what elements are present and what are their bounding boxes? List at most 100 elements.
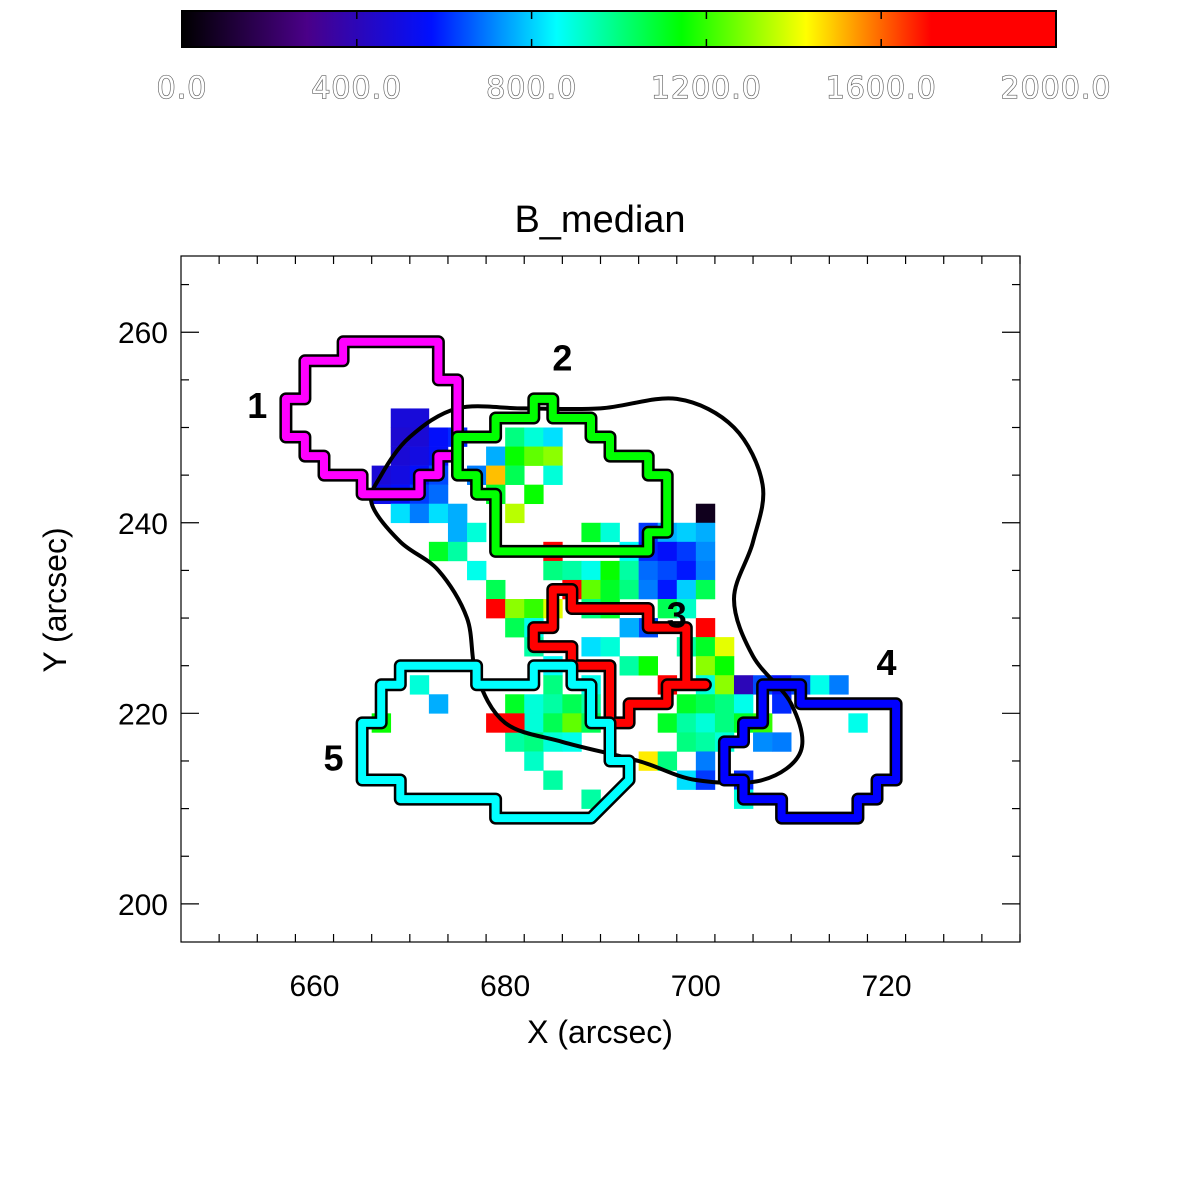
x-tick-label: 720 — [861, 970, 911, 1003]
heatmap-cell — [486, 465, 506, 485]
heatmap-cell — [581, 560, 601, 581]
heatmap-cell — [428, 503, 449, 524]
heatmap-cell — [467, 522, 487, 543]
heatmap-cell — [657, 579, 678, 600]
heatmap-cell — [657, 599, 678, 619]
heatmap-cell — [600, 637, 620, 657]
heatmap-cell — [638, 579, 659, 600]
heatmap-cell — [428, 484, 449, 505]
region-3-outline — [527, 583, 712, 730]
heatmap-cell — [848, 713, 868, 733]
region-label-2: 2 — [552, 337, 572, 378]
heatmap-cell — [524, 484, 544, 505]
heatmap-cell — [505, 694, 525, 714]
heatmap-cell — [524, 446, 544, 466]
heatmap-cell — [695, 732, 716, 752]
x-tick-label: 660 — [289, 970, 339, 1003]
colorbar-bar — [181, 10, 1057, 48]
heatmap-cell — [695, 541, 716, 562]
heatmap-cell — [657, 751, 678, 771]
region-label-5: 5 — [324, 738, 344, 779]
heatmap-cell — [524, 713, 544, 733]
heatmap-cell — [562, 713, 582, 733]
heatmap-cell — [714, 656, 735, 676]
heatmap-cell — [524, 599, 544, 619]
heatmap-cell — [562, 694, 582, 714]
y-tick-label: 260 — [118, 317, 168, 350]
heatmap-cell — [447, 503, 468, 524]
heatmap-cell — [600, 560, 620, 581]
heatmap-cell — [505, 446, 525, 466]
x-axis-label: X (arcsec) — [527, 1014, 673, 1050]
heatmap-cell — [543, 675, 563, 695]
heatmap-cell — [657, 541, 678, 562]
heatmap-cell — [772, 732, 792, 752]
heatmap-cell — [543, 446, 563, 466]
heatmap-cell — [390, 408, 411, 428]
heatmap-cell — [428, 541, 449, 562]
heatmap-cell — [829, 675, 849, 695]
heatmap-cell — [467, 560, 487, 581]
heatmap-cell — [581, 637, 601, 657]
heatmap-cell — [600, 522, 620, 543]
heatmap-cell — [428, 694, 449, 714]
heatmap-cell — [695, 579, 716, 600]
heatmap-cell — [657, 560, 678, 581]
heatmap-cell — [524, 427, 544, 447]
heatmap-cell — [581, 579, 601, 600]
heatmap-cell — [695, 751, 716, 771]
region-line — [453, 394, 672, 556]
chart-title: B_median — [514, 199, 685, 241]
region-label-1: 1 — [247, 385, 267, 426]
heatmap-cell — [600, 579, 620, 600]
heatmap-cell — [695, 618, 716, 638]
heatmap-cell — [524, 751, 544, 771]
heatmap-cell — [676, 713, 697, 733]
region-2-outline — [451, 392, 674, 558]
heatmap-cell — [676, 599, 697, 619]
heatmap-cell — [505, 732, 525, 752]
heatmap-cell — [581, 522, 601, 543]
y-tick-label: 200 — [118, 889, 168, 922]
colorbar: 0.0 400.0 800.0 1200.0 1600.0 2000.0 — [156, 10, 1111, 107]
axis-ticks — [181, 256, 1021, 942]
y-tick-labels: 200 220 240 260 — [118, 317, 168, 922]
region-1-outline — [279, 335, 464, 501]
heatmap-cell — [695, 656, 716, 676]
heatmap-cell — [638, 560, 659, 581]
heatmap-cell — [486, 579, 506, 600]
heatmap-cell — [714, 637, 735, 657]
colorbar-ticks: 0.0 400.0 800.0 1200.0 1600.0 2000.0 — [156, 11, 1111, 107]
heatmap-cell — [676, 560, 697, 581]
heatmap-cell — [543, 713, 563, 733]
colorbar-tick-label: 1600.0 — [826, 71, 937, 106]
colorbar-tick-label: 800.0 — [486, 71, 577, 106]
heatmap-cell — [390, 503, 411, 524]
heatmap-cell — [695, 522, 716, 543]
heatmap-cell — [543, 560, 563, 581]
region-line — [358, 661, 634, 823]
region-labels: 1 2 3 4 5 — [247, 337, 896, 778]
heatmap-cell — [733, 675, 754, 695]
heatmap-cell — [505, 618, 525, 638]
heatmap-cell — [447, 522, 468, 543]
y-axis-label: Y (arcsec) — [37, 527, 73, 672]
region-label-3: 3 — [667, 595, 687, 636]
region-line — [720, 680, 901, 823]
heatmap-cell — [409, 503, 430, 524]
colorbar-tick-label: 0.0 — [157, 71, 208, 106]
heatmap-cell — [733, 694, 754, 714]
region-4-outline — [717, 678, 903, 825]
x-tick-labels: 660 680 700 720 — [289, 970, 911, 1003]
regions — [279, 335, 903, 825]
heatmap-cell — [543, 770, 563, 790]
heatmap-cell — [695, 560, 716, 581]
heatmap-cell — [619, 560, 639, 581]
heatmap-cell — [409, 446, 430, 466]
heatmap-cell — [657, 713, 678, 733]
heatmap-cell — [562, 560, 582, 581]
heatmap-cell — [619, 656, 639, 676]
y-tick-label: 220 — [118, 698, 168, 731]
heatmap-cell — [638, 656, 659, 676]
heatmap-cell — [486, 446, 506, 466]
